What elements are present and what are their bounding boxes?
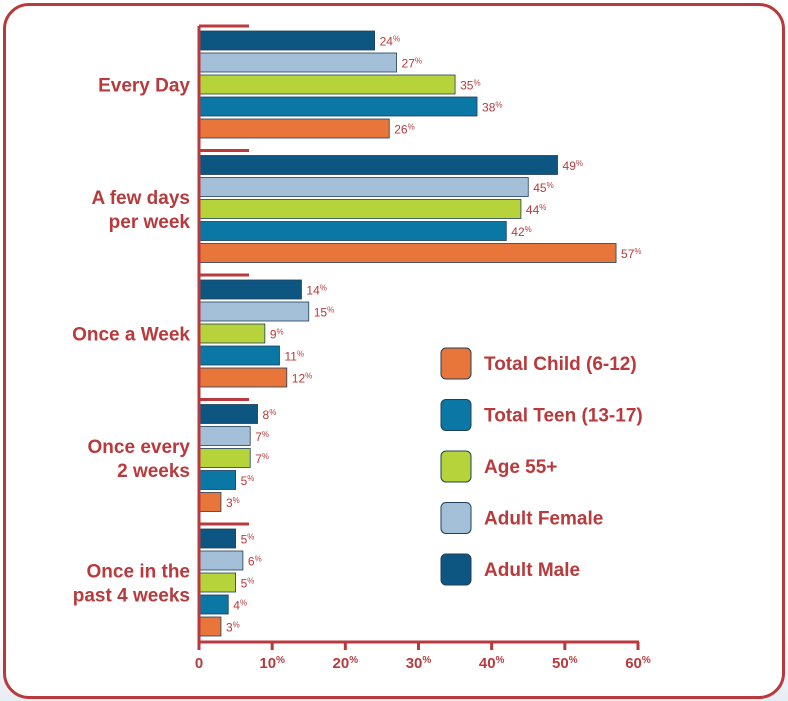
x-tick-label: 40% — [479, 655, 505, 672]
value-labels: 24%27% 35%38% 26% 49% 45% 44% 42% 57% 14% 15% 9%11… — [226, 35, 642, 635]
legend-swatch-adult-female — [440, 502, 472, 534]
x-tick-label: 10% — [259, 655, 285, 672]
value-label: 26% — [394, 123, 414, 137]
value-label: 27% — [402, 57, 422, 71]
value-label: 35% — [460, 79, 480, 93]
value-label: 42% — [511, 225, 531, 239]
value-label: 14% — [306, 284, 326, 298]
bar-total-child-6-12-a-few-days-per-week — [198, 243, 617, 263]
value-label: 11% — [284, 350, 304, 364]
legend-label-adult-male: Adult Male — [484, 560, 580, 581]
bar-total-child-6-12-once-a-week — [198, 367, 288, 388]
legend-swatch-total-child-6-12 — [440, 347, 472, 380]
value-label: 4% — [233, 599, 247, 613]
legend-label-total-child-6-12: Total Child (6-12) — [484, 354, 637, 375]
value-label: 3% — [226, 496, 240, 510]
x-tick-label: 30% — [406, 655, 432, 672]
bar-age-55-a-few-days-per-week — [198, 199, 522, 219]
bar-total-teen-13-17-every-day — [198, 96, 478, 117]
bar-adult-male-once-in-the-past-4-weeks — [198, 528, 236, 549]
value-label: 6% — [248, 555, 262, 569]
bars — [198, 30, 617, 637]
value-label: 5% — [241, 533, 255, 547]
category-label: Once every — [88, 437, 191, 458]
bar-total-child-6-12-once-in-the-past-4-weeks — [198, 616, 222, 637]
legend-swatch-age-55 — [440, 450, 472, 483]
bar-adult-female-once-a-week — [198, 301, 310, 322]
category-label: per week — [109, 212, 191, 233]
bar-total-teen-13-17-once-every-2-weeks — [198, 470, 236, 490]
bar-adult-female-a-few-days-per-week — [198, 177, 529, 197]
value-label: 5% — [241, 577, 255, 591]
bar-total-child-6-12-once-every-2-weeks — [198, 492, 222, 512]
bar-adult-female-once-every-2-weeks — [198, 426, 251, 446]
value-label: 49% — [563, 159, 583, 173]
category-label: Once a Week — [72, 325, 190, 346]
legend-swatch-adult-male — [440, 553, 472, 586]
group-separators — [199, 24, 249, 526]
bar-adult-male-every-day — [198, 30, 376, 51]
x-tick-label: 0 — [195, 655, 203, 672]
bar-total-child-6-12-every-day — [198, 118, 390, 139]
value-label: 45% — [533, 181, 553, 195]
category-labels: Every Day A few days per week Once a Week On… — [72, 76, 190, 607]
value-label: 8% — [263, 408, 277, 422]
category-label: Every Day — [98, 76, 190, 97]
category-label: past 4 weeks — [73, 586, 190, 607]
value-label: 3% — [226, 621, 240, 635]
legend-label-total-teen-13-17: Total Teen (13-17) — [484, 406, 643, 427]
value-label: 12% — [292, 372, 312, 386]
bar-age-55-once-every-2-weeks — [198, 448, 251, 468]
value-label: 5% — [241, 474, 255, 488]
x-axis: 0 10% 20% 30% 40% 50% 60% — [195, 26, 651, 672]
value-label: 7% — [255, 452, 269, 466]
value-label: 9% — [270, 328, 284, 342]
legend-label-age-55: Age 55+ — [484, 457, 557, 478]
bar-adult-male-once-a-week — [198, 279, 302, 300]
bar-total-teen-13-17-a-few-days-per-week — [198, 221, 507, 241]
bar-adult-female-every-day — [198, 52, 397, 73]
legend-label-adult-female: Adult Female — [484, 509, 603, 530]
bar-adult-male-once-every-2-weeks — [198, 404, 258, 424]
legend: Total Child (6-12) Total Teen (13-17) Age … — [440, 347, 643, 586]
legend-swatch-total-teen-13-17 — [440, 399, 472, 431]
value-label: 57% — [621, 247, 641, 261]
value-label: 24% — [380, 35, 400, 49]
x-tick-label: 60% — [625, 655, 651, 672]
value-label: 7% — [255, 430, 269, 444]
bar-age-55-once-in-the-past-4-weeks — [198, 572, 236, 593]
bar-age-55-every-day — [198, 74, 456, 95]
x-tick-label: 50% — [552, 655, 578, 672]
bar-total-teen-13-17-once-in-the-past-4-weeks — [198, 594, 229, 615]
bar-age-55-once-a-week — [198, 323, 266, 344]
category-label: Once in the — [87, 562, 190, 583]
bar-adult-female-once-in-the-past-4-weeks — [198, 550, 244, 571]
value-label: 38% — [482, 101, 502, 115]
value-label: 44% — [526, 203, 546, 217]
bar-adult-male-a-few-days-per-week — [198, 155, 558, 175]
category-label: 2 weeks — [117, 461, 190, 482]
value-label: 15% — [314, 306, 334, 320]
bar-total-teen-13-17-once-a-week — [198, 345, 280, 366]
x-tick-label: 20% — [333, 655, 359, 672]
category-label: A few days — [91, 188, 190, 209]
chart-frame — [3, 3, 785, 699]
